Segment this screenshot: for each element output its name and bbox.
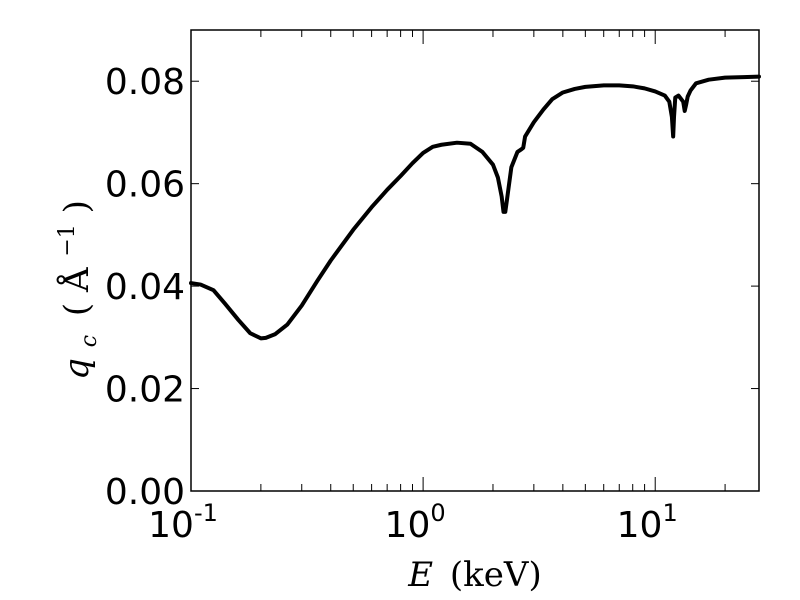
y-axis-unit: Å <box>56 267 97 293</box>
y-axis-paren-close: ) <box>57 200 97 213</box>
y-axis-paren-open: ( <box>57 303 97 316</box>
y-tick-label: 0.04 <box>105 267 185 308</box>
y-tick-label: 0.02 <box>105 370 185 411</box>
y-axis-title: q c ( Å −1 ) <box>43 200 105 380</box>
x-tick-base: 10 <box>385 505 431 546</box>
x-tick-base: 10 <box>148 505 194 546</box>
y-tick-label: 0.08 <box>105 62 185 103</box>
y-tick-label: 0.06 <box>105 165 185 206</box>
x-tick-label: 10-1 <box>148 499 218 546</box>
x-tick-exponent: 1 <box>662 499 677 527</box>
series-line <box>189 74 761 341</box>
x-tick-label: 100 <box>385 499 446 546</box>
y-axis-superscript: −1 <box>55 224 80 256</box>
x-tick-label: 101 <box>617 499 678 546</box>
x-axis-unit: (keV) <box>450 555 542 595</box>
data-layer <box>189 74 761 341</box>
y-axis-symbol: q <box>57 358 97 380</box>
plot-frame <box>190 29 760 492</box>
x-tick-base: 10 <box>617 505 663 546</box>
x-axis-symbol: E <box>407 555 433 595</box>
x-tick-exponent: -1 <box>194 499 218 527</box>
x-axis-title: E (keV) <box>407 555 541 595</box>
y-tick-label: 0.00 <box>105 472 185 513</box>
y-axis-subscript: c <box>77 335 102 347</box>
x-tick-exponent: 0 <box>430 499 445 527</box>
